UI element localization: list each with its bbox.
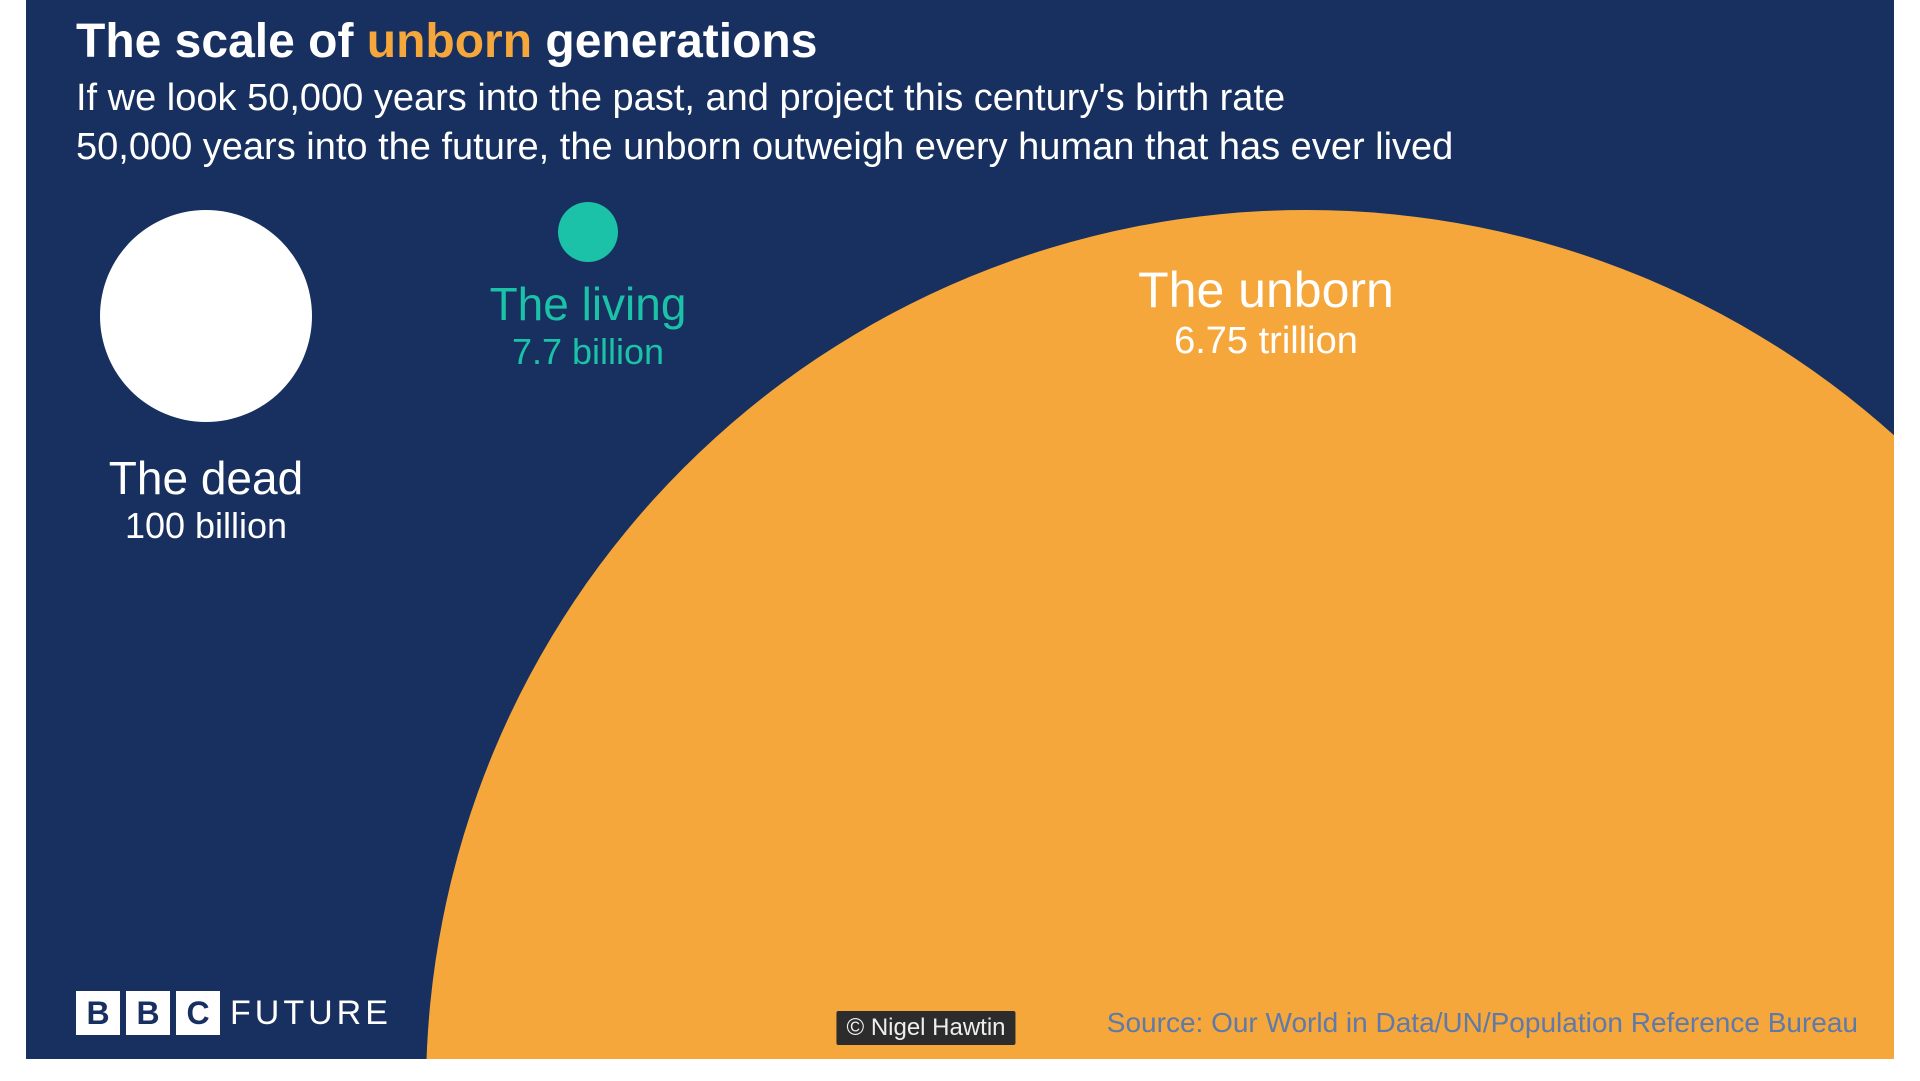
infographic-panel: The scale of unborn generations If we lo…	[26, 0, 1894, 1059]
unborn-name: The unborn	[1006, 262, 1526, 320]
unborn-label: The unborn 6.75 trillion	[1006, 262, 1526, 363]
bbc-future-logo: BBC FUTURE	[76, 991, 392, 1035]
bbc-boxes: BBC	[76, 991, 220, 1035]
chart-subtitle: If we look 50,000 years into the past, a…	[76, 74, 1453, 171]
bbc-future-word: FUTURE	[230, 994, 392, 1033]
dead-label: The dead 100 billion	[26, 452, 466, 546]
unborn-value: 6.75 trillion	[1006, 320, 1526, 364]
source-text: Source: Our World in Data/UN/Population …	[1107, 1007, 1858, 1039]
dead-value: 100 billion	[26, 505, 466, 546]
subtitle-line2: 50,000 years into the future, the unborn…	[76, 123, 1453, 172]
title-post: generations	[532, 15, 817, 68]
stage: The scale of unborn generations If we lo…	[0, 0, 1920, 1081]
bbc-box-letter: B	[76, 991, 120, 1035]
dead-name: The dead	[26, 452, 466, 505]
title-highlight: unborn	[367, 15, 532, 68]
chart-title: The scale of unborn generations	[76, 14, 817, 69]
title-pre: The scale of	[76, 15, 367, 68]
living-value: 7.7 billion	[328, 331, 848, 372]
bbc-box-letter: C	[176, 991, 220, 1035]
living-circle	[558, 202, 618, 262]
living-name: The living	[328, 278, 848, 331]
living-label: The living 7.7 billion	[328, 278, 848, 372]
dead-circle	[100, 210, 312, 422]
bbc-box-letter: B	[126, 991, 170, 1035]
credit-pill: © Nigel Hawtin	[836, 1011, 1015, 1045]
subtitle-line1: If we look 50,000 years into the past, a…	[76, 74, 1453, 123]
